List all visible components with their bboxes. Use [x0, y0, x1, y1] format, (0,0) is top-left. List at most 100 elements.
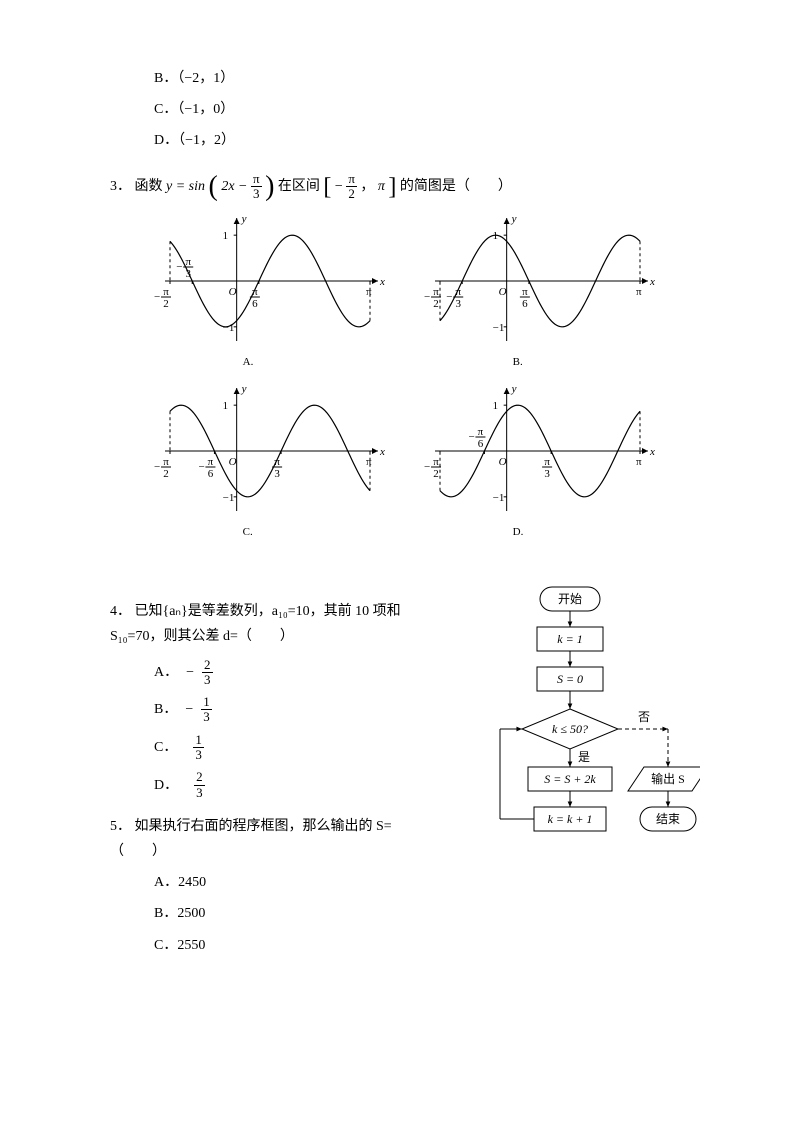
- svg-text:π: π: [455, 286, 461, 298]
- q3-frac-pi2: π 2: [346, 172, 357, 202]
- svg-text:3: 3: [185, 268, 191, 280]
- svg-text:π: π: [274, 456, 280, 468]
- svg-text:y: y: [511, 383, 517, 395]
- svg-text:1: 1: [223, 400, 229, 412]
- q4-opt-c: C．13: [154, 733, 440, 763]
- svg-text:O: O: [229, 286, 237, 298]
- svg-text:6: 6: [252, 298, 258, 310]
- rparen-icon: ): [265, 170, 274, 201]
- svg-text:−: −: [446, 291, 452, 303]
- svg-text:π: π: [163, 456, 169, 468]
- svg-text:x: x: [649, 276, 655, 288]
- svg-text:k = 1: k = 1: [557, 632, 582, 646]
- svg-text:结束: 结束: [656, 812, 680, 826]
- svg-text:3: 3: [455, 298, 461, 310]
- svg-text:否: 否: [638, 710, 650, 724]
- svg-text:π: π: [185, 256, 191, 268]
- q4-stem: 已知{aₙ}是等差数列，a₁₀=10，其前 10 项和 S₁₀=70，则其公差 …: [110, 604, 401, 644]
- svg-text:π: π: [366, 456, 372, 468]
- svg-text:6: 6: [522, 298, 528, 310]
- svg-text:B.: B.: [513, 356, 523, 368]
- svg-text:k = k + 1: k = k + 1: [548, 812, 593, 826]
- svg-text:O: O: [499, 456, 507, 468]
- svg-text:−1: −1: [223, 322, 235, 334]
- q5-opt-c: C．2550: [154, 933, 440, 958]
- svg-text:−: −: [424, 291, 430, 303]
- lparen-icon: (: [209, 170, 218, 201]
- svg-text:3: 3: [274, 468, 280, 480]
- q5-opt-a: A．2450: [154, 870, 440, 895]
- q2-opt-d: D．（−1，2）: [154, 128, 700, 153]
- svg-text:π: π: [544, 456, 550, 468]
- flowchart: 开始 k = 1 S = 0 k ≤ 50? S = S + 2k k = k + 1 输出…: [470, 581, 700, 861]
- svg-text:x: x: [379, 276, 385, 288]
- svg-text:S = S + 2k: S = S + 2k: [544, 772, 596, 786]
- q4-opt-b: B．−13: [154, 695, 440, 725]
- question-4: 4． 已知{aₙ}是等差数列，a₁₀=10，其前 10 项和 S₁₀=70，则其…: [110, 599, 440, 649]
- svg-text:π: π: [433, 456, 439, 468]
- svg-text:2: 2: [163, 468, 169, 480]
- svg-text:2: 2: [433, 468, 439, 480]
- question-5: 5． 如果执行右面的程序框图，那么输出的 S=（ ）: [110, 814, 440, 864]
- svg-text:O: O: [499, 286, 507, 298]
- q3-frac-pi3: π 3: [251, 172, 262, 202]
- svg-text:π: π: [636, 456, 642, 468]
- question-3: 3． 函数 y = sin ( 2x − π 3 ) 在区间 [ − π 2 ，…: [110, 172, 700, 202]
- svg-text:1: 1: [493, 230, 499, 242]
- svg-text:S = 0: S = 0: [557, 672, 583, 686]
- svg-text:3: 3: [544, 468, 550, 480]
- q3-stem-post: 的简图是（ ）: [400, 179, 512, 194]
- svg-text:−1: −1: [493, 322, 505, 334]
- svg-text:x: x: [379, 446, 385, 458]
- q3-stem-mid: 在区间: [278, 179, 320, 194]
- q5-num: 5．: [110, 819, 131, 834]
- svg-text:6: 6: [208, 468, 214, 480]
- svg-text:π: π: [636, 286, 642, 298]
- svg-text:π: π: [433, 286, 439, 298]
- neg-sign: −: [335, 179, 343, 194]
- svg-text:x: x: [649, 446, 655, 458]
- svg-text:2: 2: [433, 298, 439, 310]
- q3-int-end: π: [378, 179, 385, 194]
- q3-chart-d: xy1−1−π2−π6Oπ3πD.: [410, 381, 660, 541]
- svg-text:y: y: [511, 213, 517, 225]
- svg-text:A.: A.: [243, 356, 254, 368]
- svg-text:−1: −1: [223, 492, 235, 504]
- svg-text:1: 1: [223, 230, 229, 242]
- q3-chart-b: xy1−1−π2−π3Oπ6πB.: [410, 211, 660, 371]
- q3-func: y = sin: [166, 179, 205, 194]
- q4-opt-a: A．−23: [154, 658, 440, 688]
- svg-text:π: π: [208, 456, 214, 468]
- svg-text:−: −: [176, 261, 182, 273]
- q3-inner-a: 2x −: [221, 179, 251, 194]
- q5-stem: 如果执行右面的程序框图，那么输出的 S=（ ）: [110, 819, 392, 859]
- svg-text:π: π: [522, 286, 528, 298]
- svg-text:π: π: [252, 286, 258, 298]
- svg-text:D.: D.: [513, 526, 524, 538]
- svg-text:−: −: [154, 461, 160, 473]
- svg-text:−1: −1: [493, 492, 505, 504]
- svg-text:k ≤ 50?: k ≤ 50?: [552, 722, 588, 736]
- svg-text:O: O: [229, 456, 237, 468]
- q5-opt-b: B．2500: [154, 901, 440, 926]
- q2-opt-c: C．（−1，0）: [154, 97, 700, 122]
- q3-num: 3．: [110, 179, 131, 194]
- svg-text:输出 S: 输出 S: [651, 771, 685, 786]
- svg-text:π: π: [478, 426, 484, 438]
- svg-text:−: −: [424, 461, 430, 473]
- q2-opt-b: B．（−2，1）: [154, 66, 700, 91]
- svg-text:−: −: [468, 431, 474, 443]
- svg-text:是: 是: [578, 750, 590, 764]
- svg-text:π: π: [163, 286, 169, 298]
- svg-text:π: π: [366, 286, 372, 298]
- q4-num: 4．: [110, 604, 131, 619]
- svg-text:6: 6: [478, 438, 484, 450]
- svg-text:−: −: [198, 461, 204, 473]
- svg-text:开始: 开始: [558, 592, 582, 606]
- comma: ，: [360, 179, 374, 194]
- svg-text:y: y: [241, 383, 247, 395]
- svg-text:y: y: [241, 213, 247, 225]
- q3-charts: xy1−1−π2−π3Oπ6πA. xy1−1−π2−π3Oπ6πB. xy1−…: [140, 211, 700, 541]
- q3-stem-pre: 函数: [135, 179, 167, 194]
- lbrack-icon: [: [323, 173, 331, 199]
